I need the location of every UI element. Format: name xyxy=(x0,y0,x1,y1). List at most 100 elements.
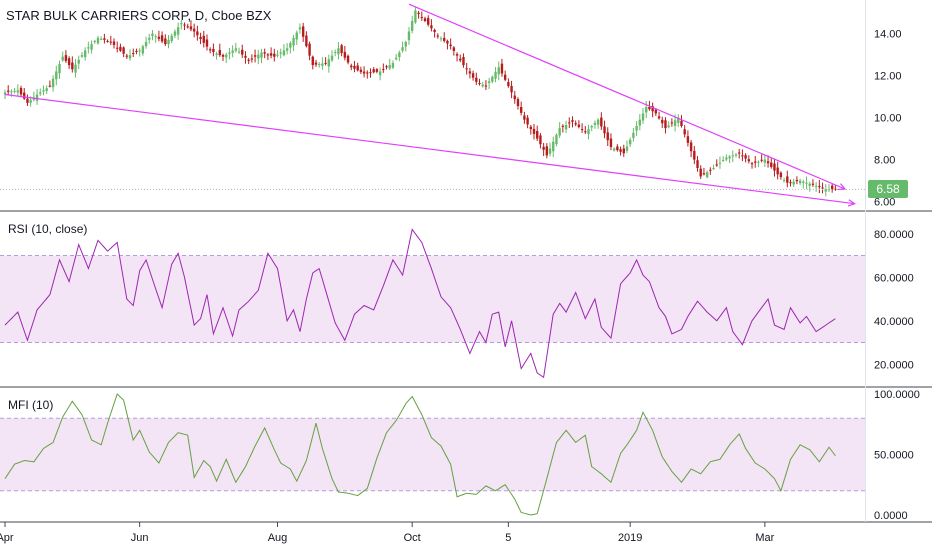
candle-body xyxy=(716,164,718,165)
time-tick-label: Oct xyxy=(404,532,421,544)
candle-body xyxy=(619,149,621,152)
candle-body xyxy=(84,50,86,57)
candle-body xyxy=(517,99,519,106)
candle-body xyxy=(725,158,727,160)
candle-body xyxy=(735,154,737,155)
rsi-band xyxy=(0,256,865,343)
candle-body xyxy=(315,63,317,65)
candle-body xyxy=(199,37,201,39)
candle-body xyxy=(728,156,730,158)
candle-body xyxy=(408,32,410,41)
candle-body xyxy=(831,186,833,190)
candle-body xyxy=(568,122,570,123)
mfi-tick-label: 0.0000 xyxy=(874,510,908,522)
candle-body xyxy=(360,70,362,72)
candle-body xyxy=(270,53,272,55)
candle-body xyxy=(129,55,131,58)
candle-body xyxy=(738,153,740,154)
candle-body xyxy=(254,55,256,56)
candle-body xyxy=(235,48,237,50)
candle-body xyxy=(71,63,73,70)
candle-body xyxy=(177,27,179,34)
candle-body xyxy=(132,53,134,54)
candle-body xyxy=(183,25,185,26)
candle-body xyxy=(440,38,442,39)
candle-body xyxy=(321,64,323,66)
candle-body xyxy=(584,131,586,132)
candle-body xyxy=(744,155,746,158)
candle-body xyxy=(623,149,625,154)
candle-body xyxy=(180,23,182,24)
time-tick-label: 5 xyxy=(505,532,511,544)
candle-body xyxy=(42,90,44,91)
candle-body xyxy=(793,182,795,185)
rsi-tick-label: 20.0000 xyxy=(874,359,914,371)
rsi-tick-label: 80.0000 xyxy=(874,229,914,241)
candle-body xyxy=(767,161,769,163)
candle-body xyxy=(23,93,25,99)
candle-body xyxy=(260,53,262,58)
candle-body xyxy=(263,52,265,53)
candle-body xyxy=(591,126,593,127)
candle-body xyxy=(632,133,634,138)
candle-body xyxy=(174,32,176,36)
candle-body xyxy=(286,48,288,50)
candle-body xyxy=(135,51,137,52)
candle-body xyxy=(815,186,817,187)
candle-body xyxy=(305,36,307,47)
candle-body xyxy=(449,45,451,47)
candle-body xyxy=(148,38,150,40)
candle-body xyxy=(539,135,541,144)
candle-body xyxy=(456,54,458,56)
candle-body xyxy=(549,149,551,154)
candle-body xyxy=(106,41,108,42)
candle-body xyxy=(613,149,615,151)
candle-body xyxy=(661,120,663,123)
candle-body xyxy=(648,107,650,109)
candle-body xyxy=(110,42,112,43)
candle-body xyxy=(414,11,416,23)
candle-body xyxy=(215,54,217,55)
candle-body xyxy=(494,72,496,79)
candle-body xyxy=(488,81,490,83)
time-tick-label: 2019 xyxy=(618,532,642,544)
candle-body xyxy=(74,65,76,73)
price-tick-label: 10.00 xyxy=(874,113,902,125)
candle-body xyxy=(151,34,153,36)
candle-body xyxy=(578,125,580,127)
price-tick-label: 12.00 xyxy=(874,71,902,83)
candle-body xyxy=(510,86,512,92)
candle-body xyxy=(700,169,702,177)
candle-body xyxy=(501,64,503,74)
candle-body xyxy=(392,63,394,68)
mfi-band xyxy=(0,418,865,491)
candle-body xyxy=(498,67,500,74)
candle-body xyxy=(722,160,724,161)
candle-body xyxy=(90,44,92,50)
candle-body xyxy=(690,142,692,151)
candle-body xyxy=(171,36,173,41)
candle-body xyxy=(530,127,532,129)
candle-body xyxy=(751,163,753,164)
candle-body xyxy=(241,50,243,55)
candle-body xyxy=(732,155,734,156)
candle-body xyxy=(818,186,820,187)
candle-body xyxy=(616,147,618,151)
candle-body xyxy=(68,58,70,65)
candle-body xyxy=(334,52,336,53)
candle-body xyxy=(280,53,282,54)
candle-body xyxy=(754,162,756,163)
candle-body xyxy=(693,151,695,160)
candle-body xyxy=(546,146,548,155)
candle-body xyxy=(267,54,269,55)
candle-body xyxy=(696,160,698,168)
candle-body xyxy=(324,63,326,64)
candle-body xyxy=(312,57,314,65)
candle-body xyxy=(687,136,689,143)
candle-body xyxy=(764,160,766,163)
candle-body xyxy=(113,41,115,44)
candle-body xyxy=(491,77,493,82)
candle-body xyxy=(786,176,788,182)
candle-body xyxy=(158,37,160,39)
last-price-tag: 6.58 xyxy=(868,180,908,198)
